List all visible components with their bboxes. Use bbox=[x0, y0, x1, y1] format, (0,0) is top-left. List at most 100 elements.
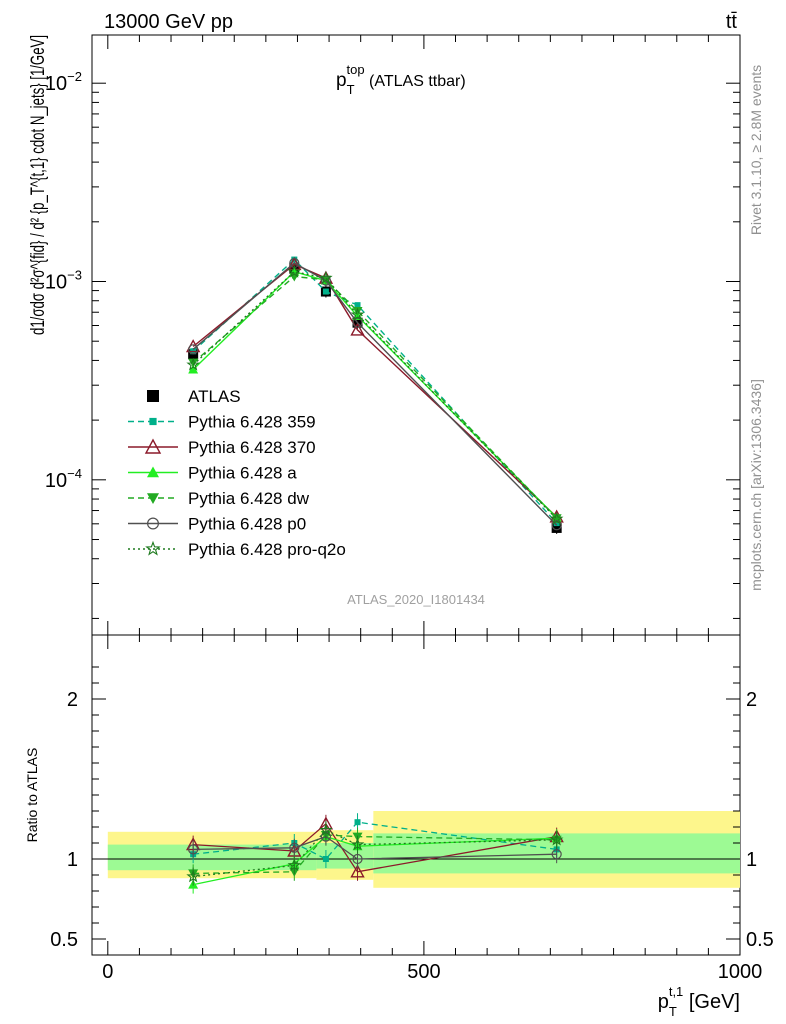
legend-marker bbox=[144, 438, 162, 454]
data-point-1-2 bbox=[322, 288, 329, 295]
x-tick-label-2: 1000 bbox=[718, 961, 763, 983]
ratio-y-axis-label: Ratio to ATLAS bbox=[24, 748, 40, 843]
data-point-5-0 bbox=[188, 344, 199, 355]
y-tick-base: 10 bbox=[45, 272, 67, 294]
analysis-id: ATLAS_2020_I1801434 bbox=[347, 592, 485, 607]
data-point-2-3 bbox=[350, 322, 365, 336]
y-tick-label-2: 10−4 bbox=[45, 466, 82, 492]
data-point-6-3 bbox=[350, 307, 365, 321]
data-point-6-2 bbox=[319, 270, 333, 284]
data-point-1-3 bbox=[354, 302, 361, 309]
legend-item-2: Pythia 6.428 370 bbox=[128, 438, 316, 457]
ratio-point-5-3 bbox=[350, 837, 365, 851]
ratio-y-label-left-0: 0.5 bbox=[50, 929, 78, 951]
title-sup: top bbox=[347, 62, 365, 77]
legend-item-1: Pythia 6.428 359 bbox=[128, 413, 316, 432]
title-sub: T bbox=[347, 82, 355, 97]
data-point-5-2 bbox=[320, 275, 332, 286]
series-6 bbox=[186, 264, 564, 525]
data-point-3-0 bbox=[188, 364, 199, 374]
ratio-point-5-4 bbox=[549, 832, 564, 846]
legend-marker bbox=[147, 493, 159, 504]
legend-label: Pythia 6.428 359 bbox=[188, 413, 316, 432]
series-line-6 bbox=[192, 270, 558, 520]
data-point-6-0 bbox=[186, 357, 200, 371]
data-point-6-1 bbox=[287, 264, 302, 278]
ratio-point-0-3 bbox=[354, 819, 361, 826]
y-tick-label-0: 10−2 bbox=[45, 69, 82, 95]
legend-label: Pythia 6.428 a bbox=[188, 464, 297, 483]
ratio-line-5 bbox=[193, 829, 557, 878]
xlabel-suffix: [GeV] bbox=[683, 991, 740, 1013]
legend-item-3: Pythia 6.428 a bbox=[128, 464, 297, 483]
y-tick-base: 10 bbox=[45, 470, 67, 492]
x-axis-label: pTt,1 [GeV] bbox=[658, 984, 740, 1019]
ratio-axes: 0.5 0.5 1 1 2 2 0 500 1000 bbox=[50, 635, 774, 983]
process-label: 13000 GeV pp bbox=[104, 11, 233, 33]
legend-marker bbox=[147, 390, 159, 402]
main-y-axis-label: d1/σdσ d²σ^{fid} / d² {p_T^{t,1} cdot N_… bbox=[28, 35, 49, 335]
main-series-group bbox=[185, 256, 564, 534]
ratio-point-0-2 bbox=[322, 856, 329, 862]
ratio-y-label-right-1: 1 bbox=[746, 849, 757, 871]
ratio-series-group bbox=[185, 813, 564, 894]
legend-marker bbox=[147, 466, 159, 478]
ratio-y-label-right-0: 0.5 bbox=[746, 929, 774, 951]
ratio-point-4-4 bbox=[551, 849, 562, 860]
y-tick-label-1: 10−3 bbox=[45, 268, 82, 294]
data-point-4-4 bbox=[551, 514, 562, 524]
xlabel-sup: t,1 bbox=[669, 984, 683, 999]
ratio-point-4-1 bbox=[289, 842, 300, 853]
y-tick-exp: −3 bbox=[67, 268, 82, 283]
chart-title: pTtop (ATLAS ttbar) bbox=[336, 62, 466, 97]
legend-label: Pythia 6.428 pro-q2o bbox=[188, 540, 346, 559]
ratio-point-4-0 bbox=[188, 844, 199, 855]
ratio-line-0 bbox=[193, 821, 557, 860]
ratio-point-5-0 bbox=[186, 869, 200, 883]
legend-marker bbox=[149, 417, 157, 426]
band-stat-2 bbox=[316, 843, 374, 869]
data-point-4-3 bbox=[352, 307, 363, 317]
legend-item-5: Pythia 6.428 p0 bbox=[128, 515, 306, 534]
series-4 bbox=[188, 272, 562, 524]
ratio-y-label-right-2: 2 bbox=[746, 689, 757, 711]
ratio-point-4-3 bbox=[352, 853, 363, 865]
y-tick-exp: −4 bbox=[67, 466, 82, 481]
legend-item-6: Pythia 6.428 pro-q2o bbox=[128, 540, 346, 559]
series-line-1 bbox=[192, 258, 558, 524]
data-point-6-4 bbox=[549, 511, 564, 525]
mcplots-label: mcplots.cern.ch [arXiv:1306.3436] bbox=[748, 379, 764, 591]
x-tick-label-1: 500 bbox=[407, 961, 440, 983]
ratio-y-label-left-2: 2 bbox=[67, 689, 78, 711]
legend-label: Pythia 6.428 dw bbox=[188, 489, 310, 508]
ratio-point-5-1 bbox=[287, 858, 302, 872]
ratio-series-5 bbox=[186, 821, 564, 886]
legend-marker bbox=[145, 540, 161, 556]
ratio-y-label-left-1: 1 bbox=[67, 849, 78, 871]
data-point-5-3 bbox=[352, 317, 363, 328]
xlabel-main: p bbox=[658, 991, 669, 1013]
main-axes: 10−210−310−4 bbox=[45, 35, 741, 635]
ratio-point-1-3 bbox=[350, 864, 365, 878]
x-tick-label-0: 0 bbox=[102, 961, 113, 983]
series-1 bbox=[190, 256, 560, 527]
title-suffix: (ATLAS ttbar) bbox=[365, 73, 466, 90]
legend-label: Pythia 6.428 370 bbox=[188, 438, 316, 457]
data-point-0-4 bbox=[551, 522, 562, 533]
legend-item-0: ATLAS bbox=[147, 387, 241, 406]
ratio-plot-frame bbox=[91, 634, 741, 956]
final-state-label: tt̄ bbox=[726, 11, 738, 33]
xlabel-sub: T bbox=[669, 1004, 677, 1019]
title-main: p bbox=[336, 70, 347, 91]
y-tick-exp: −2 bbox=[67, 69, 82, 84]
legend-marker bbox=[147, 517, 160, 530]
legend-label: ATLAS bbox=[188, 387, 241, 406]
data-point-4-0 bbox=[188, 358, 199, 368]
y-tick-base: 10 bbox=[45, 73, 67, 95]
legend-item-4: Pythia 6.428 dw bbox=[128, 489, 310, 508]
legend: ATLAS Pythia 6.428 359 Pythia 6.428 370 Pyt… bbox=[128, 387, 346, 559]
legend-label: Pythia 6.428 p0 bbox=[188, 515, 306, 534]
rivet-version-label: Rivet 3.1.10, ≥ 2.8M events bbox=[748, 65, 764, 235]
series-line-5 bbox=[192, 262, 558, 526]
